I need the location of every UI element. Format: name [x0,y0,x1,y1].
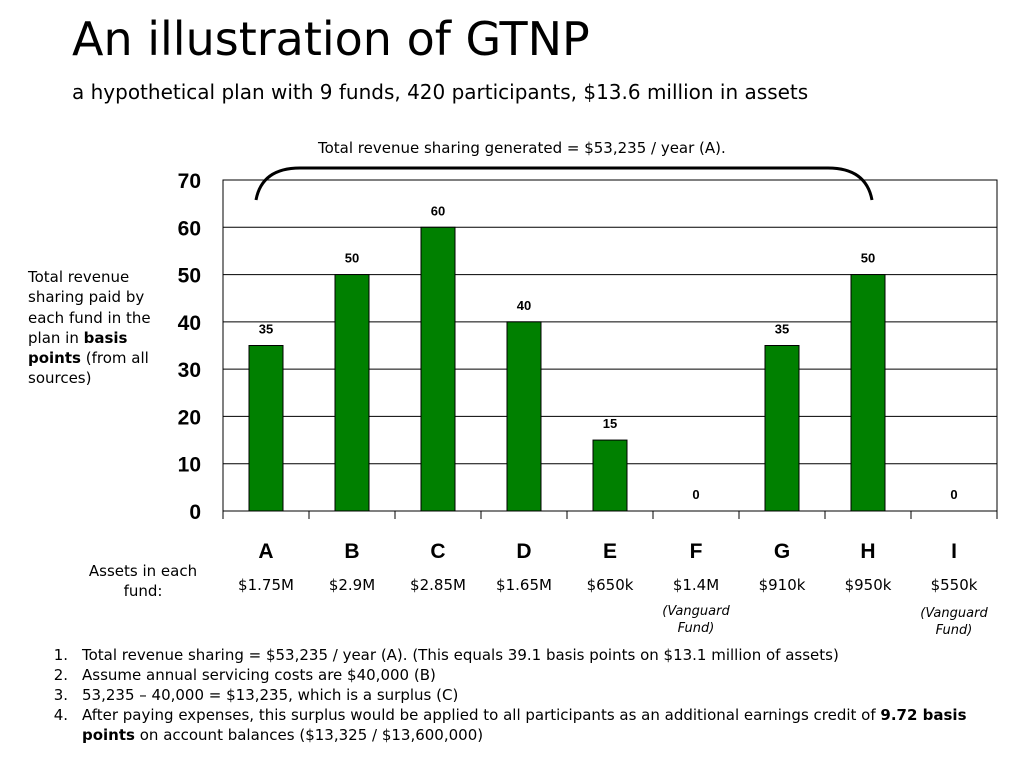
asset-value: $2.9M [329,576,375,594]
x-tick-label: B [344,540,359,563]
note-number: 1. [53,646,68,664]
asset-value: $2.85M [410,576,466,594]
note-number: 3. [53,685,68,704]
note-item-3: 3. 53,235 – 40,000 = $13,235, which is a … [42,686,1002,706]
note-item-1: 1. Total revenue sharing = $53,235 / year… [42,646,1002,666]
bar [850,274,886,512]
slide-subtitle: a hypothetical plan with 9 funds, 420 pa… [72,80,809,104]
y-side-bold: basis points [28,328,128,367]
bar [334,274,370,512]
y-tick-label: 70 [178,170,201,193]
notes-list: 1. Total revenue sharing = $53,235 / year… [42,646,1002,746]
note-text: on account balances ($13,325 / $13,600,0… [134,725,484,744]
x-tick-label: A [258,540,273,563]
x-tick-label: E [603,540,617,563]
y-side-text-1: Total revenue sharing paid by each fund … [28,268,151,347]
fund-note: (Vanguard [662,604,730,619]
y-tick-label: 30 [178,359,201,382]
y-tick-label: 60 [178,217,201,240]
asset-value: $550k [931,576,978,594]
bar [506,321,542,512]
revenue-annotation: Total revenue sharing generated = $53,23… [318,139,726,157]
x-tick-label: H [860,540,875,563]
x-tick-label: F [690,540,703,563]
y-tick-label: 50 [178,265,201,288]
bar [592,439,628,512]
note-text: 53,235 – 40,000 = $13,235, which is a su… [82,685,459,704]
bar [420,226,456,512]
fund-note: (Vanguard [920,606,988,621]
x-tick-label: G [774,540,790,563]
asset-value: $1.75M [238,576,294,594]
data-label: 0 [692,487,699,502]
note-text: Total revenue sharing = $53,235 / year (… [82,646,839,664]
y-axis-side-label: Total revenue sharing paid by each fund … [28,267,168,389]
asset-value: $1.65M [496,576,552,594]
data-label: 15 [603,416,617,431]
y-tick-label: 40 [178,312,201,335]
note-number: 4. [53,705,68,724]
asset-value: $650k [587,576,634,594]
note-item-4: 4. After paying expenses, this surplus wo… [42,706,1002,746]
note-text: Assume annual servicing costs are $40,00… [82,665,436,684]
data-label: 0 [950,487,957,502]
asset-value: $910k [759,576,806,594]
slide-title: An illustration of GTNP [72,12,590,66]
fund-note: Fund) [678,621,715,636]
data-label: 50 [345,251,359,266]
asset-value: $1.4M [673,576,719,594]
data-label: 35 [775,322,789,337]
x-tick-label: C [430,540,445,563]
bar [764,345,800,512]
data-label: 35 [259,322,273,337]
y-tick-label: 10 [178,454,201,477]
note-bold: 9.72 basis points [82,705,967,744]
assets-label: Assets in each fund: [88,562,198,600]
revenue-brace [254,166,874,201]
fund-note: Fund) [936,623,973,638]
note-number: 2. [53,665,68,684]
data-label: 40 [517,298,531,313]
x-tick-label: D [516,540,531,563]
x-tick-label: I [951,540,957,563]
bar [248,345,284,512]
y-tick-label: 0 [189,501,201,524]
y-side-text-2: (from all sources) [28,349,149,388]
data-label: 50 [861,251,875,266]
y-tick-label: 20 [178,406,201,429]
note-item-2: 2. Assume annual servicing costs are $40,… [42,666,1002,686]
asset-value: $950k [845,576,892,594]
data-label: 60 [431,203,445,218]
note-text: After paying expenses, this surplus woul… [82,705,881,724]
